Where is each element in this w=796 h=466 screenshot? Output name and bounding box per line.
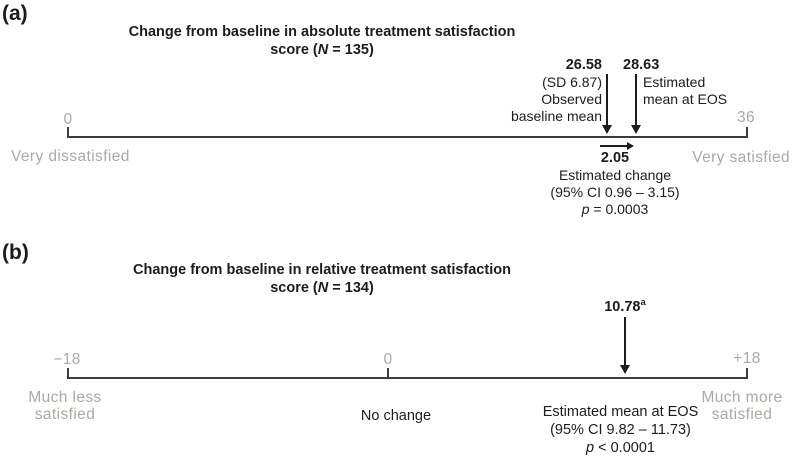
change-p-value: p = 0.0003 xyxy=(535,201,695,218)
panel-b-min-desc-line1: Much less xyxy=(28,389,102,406)
panel-b-eos-number: 10.78 xyxy=(604,299,641,315)
panel-b-eos-p-symbol: p xyxy=(586,440,595,456)
eos-mean-arrow-icon xyxy=(631,125,641,134)
panel-a-axis-tick-min xyxy=(67,127,69,136)
panel-b-max-desc-line2: satisfied xyxy=(711,406,773,423)
panel-b-axis-max-desc: Much more satisfied xyxy=(692,389,792,423)
panel-a-title: Change from baseline in absolute treatme… xyxy=(122,23,522,59)
panel-b-eos-arrow-shaft xyxy=(624,317,626,365)
change-ci: (95% CI 0.96 – 3.15) xyxy=(550,184,680,200)
panel-b-axis-mid-label: 0 xyxy=(383,351,393,368)
panel-b-eos-annotation: Estimated mean at EOS (95% CI 9.82 – 11.… xyxy=(528,403,713,457)
panel-b-eos-footnote: a xyxy=(640,297,646,309)
panel-b-eos-label: Estimated mean at EOS xyxy=(542,404,699,420)
change-arrow-icon xyxy=(627,142,634,150)
panel-b-title-n: N xyxy=(317,280,329,296)
eos-mean-desc-line2: mean at EOS xyxy=(643,91,728,107)
panel-a-axis-line xyxy=(67,136,748,138)
baseline-mean-desc-line2: baseline mean xyxy=(510,108,602,124)
baseline-mean-arrow-icon xyxy=(602,125,612,134)
panel-b-title-prefix: Change from baseline in relative treatme… xyxy=(133,262,511,296)
panel-b-min-desc-line2: satisfied xyxy=(34,406,96,423)
panel-b-axis-line xyxy=(67,377,748,379)
panel-b-axis-max-label: +18 xyxy=(733,350,761,367)
panel-a-axis-min-desc: Very dissatisfied xyxy=(11,148,130,165)
panel-b-eos-p-rest: < 0.0001 xyxy=(594,440,655,456)
panel-a-label: (a) xyxy=(2,2,28,25)
panel-b-axis-min-label: −18 xyxy=(53,351,81,368)
baseline-mean-desc-line1: Observed xyxy=(541,91,602,107)
change-p-rest: = 0.0003 xyxy=(589,201,649,217)
panel-b-label: (b) xyxy=(2,241,29,264)
change-annotation: 2.05 Estimated change (95% CI 0.96 – 3.1… xyxy=(535,149,695,218)
panel-a-title-prefix: Change from baseline in absolute treatme… xyxy=(128,24,516,58)
panel-b-mid-desc: No change xyxy=(360,408,432,424)
baseline-mean-annotation: 26.58 (SD 6.87) Observed baseline mean xyxy=(440,56,602,125)
panel-b-eos-ci: (95% CI 9.82 – 11.73) xyxy=(550,422,691,438)
panel-b-axis-min-desc: Much less satisfied xyxy=(15,389,115,423)
panel-b-axis-tick-min xyxy=(67,368,69,377)
panel-a-title-suffix: = 135) xyxy=(328,42,374,58)
eos-mean-annotation: Estimated mean at EOS xyxy=(643,74,727,108)
panel-b-axis-tick-max xyxy=(746,368,748,377)
eos-mean-desc-line1: Estimated xyxy=(643,74,706,90)
change-label: Estimated change xyxy=(558,167,672,183)
panel-a-axis-min-label: 0 xyxy=(63,111,73,128)
eos-mean-value: 28.63 xyxy=(623,57,660,73)
change-arrow-shaft xyxy=(600,145,627,147)
panel-b-max-desc-line1: Much more xyxy=(701,389,783,406)
panel-a-title-n: N xyxy=(317,42,329,58)
panel-b-title-suffix: = 134) xyxy=(328,280,374,296)
panel-b-eos-arrow-icon xyxy=(620,365,630,374)
panel-b-axis-tick-mid xyxy=(387,368,389,377)
baseline-mean-sd: (SD 6.87) xyxy=(542,74,602,90)
baseline-mean-value: 26.58 xyxy=(565,57,602,73)
panel-b-eos-value: 10.78a xyxy=(585,298,665,316)
panel-a-axis-max-desc: Very satisfied xyxy=(692,149,790,166)
panel-b-eos-p-value: p < 0.0001 xyxy=(528,439,713,457)
baseline-mean-arrow-shaft xyxy=(606,74,608,125)
change-value: 2.05 xyxy=(600,150,630,166)
panel-a-axis-max-label: 36 xyxy=(736,109,756,126)
panel-a-axis-tick-max xyxy=(746,127,748,136)
panel-b-title: Change from baseline in relative treatme… xyxy=(122,261,522,297)
eos-mean-arrow-shaft xyxy=(635,74,637,125)
change-p-symbol: p xyxy=(581,201,590,217)
